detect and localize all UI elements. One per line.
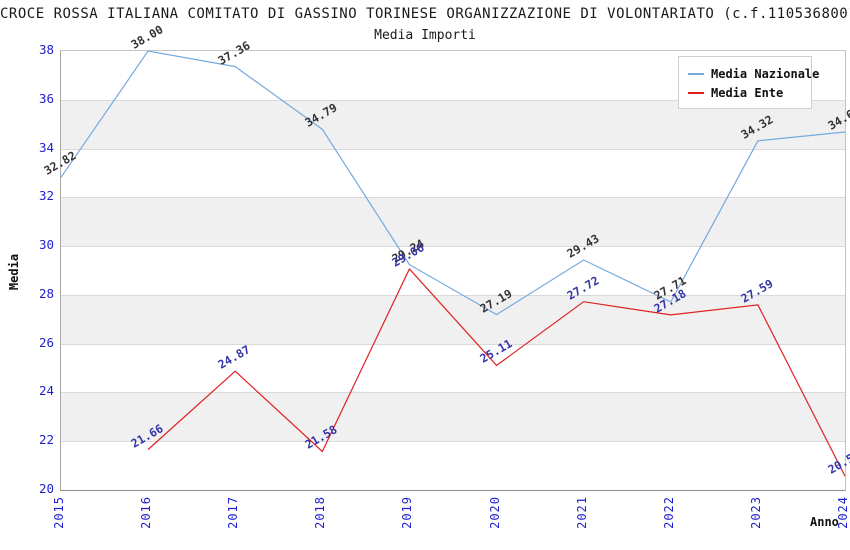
plot-area	[60, 50, 846, 491]
chart-subtitle: Media Importi	[374, 28, 476, 43]
x-tick-label: 2016	[139, 496, 154, 529]
x-tick-label: 2018	[313, 496, 328, 529]
x-tick-label: 2022	[661, 496, 676, 529]
x-tick-label: 2015	[52, 496, 66, 529]
gridline	[61, 99, 845, 101]
ente-line-marker-icon	[688, 91, 704, 94]
gridline	[61, 294, 845, 296]
y-tick-label: 38	[38, 42, 54, 57]
y-tick-label: 24	[38, 383, 54, 399]
gridline	[61, 392, 845, 394]
legend-item-ente: Media Ente	[688, 83, 802, 102]
plot-band	[61, 148, 845, 198]
y-tick-label: 22	[38, 432, 54, 448]
legend-label-ente: Media Ente	[711, 85, 784, 100]
gridline	[61, 197, 845, 199]
y-tick-label: 36	[38, 90, 54, 106]
y-axis-title: Media	[7, 253, 21, 291]
plot-band	[61, 294, 845, 344]
x-tick-label: 2023	[748, 496, 763, 529]
legend: Media Nazionale Media Ente	[678, 56, 819, 109]
x-axis-title: Anno	[810, 515, 839, 529]
plot-band	[61, 441, 845, 490]
series-line-media-ente	[147, 267, 846, 477]
y-tick-label: 30	[38, 237, 54, 253]
gridline	[61, 343, 845, 345]
y-tick-label: 26	[38, 334, 54, 350]
y-tick-label: 28	[38, 285, 54, 301]
series-line-media-nazionale	[60, 50, 846, 316]
y-tick-label: 34	[38, 139, 54, 155]
y-tick-label: 32	[38, 188, 54, 204]
x-tick-label: 2019	[400, 496, 415, 529]
x-tick-label: 2021	[574, 496, 589, 529]
legend-label-nazionale: Media Nazionale	[711, 66, 820, 81]
plot-band	[61, 392, 845, 442]
series-lines	[60, 50, 846, 477]
nazionale-line-marker-icon	[688, 72, 704, 75]
x-tick-label: 2020	[487, 496, 502, 529]
plot-band	[61, 343, 845, 393]
chart-title: CROCE ROSSA ITALIANA COMITATO DI GASSINO…	[0, 6, 850, 22]
gridline	[61, 148, 845, 150]
legend-item-nazionale: Media Nazionale	[688, 64, 819, 83]
gridline	[61, 441, 845, 443]
plot-band	[61, 246, 845, 295]
gridline	[61, 246, 845, 248]
x-tick-label: 2017	[226, 496, 241, 529]
y-tick-label: 20	[38, 481, 54, 496]
